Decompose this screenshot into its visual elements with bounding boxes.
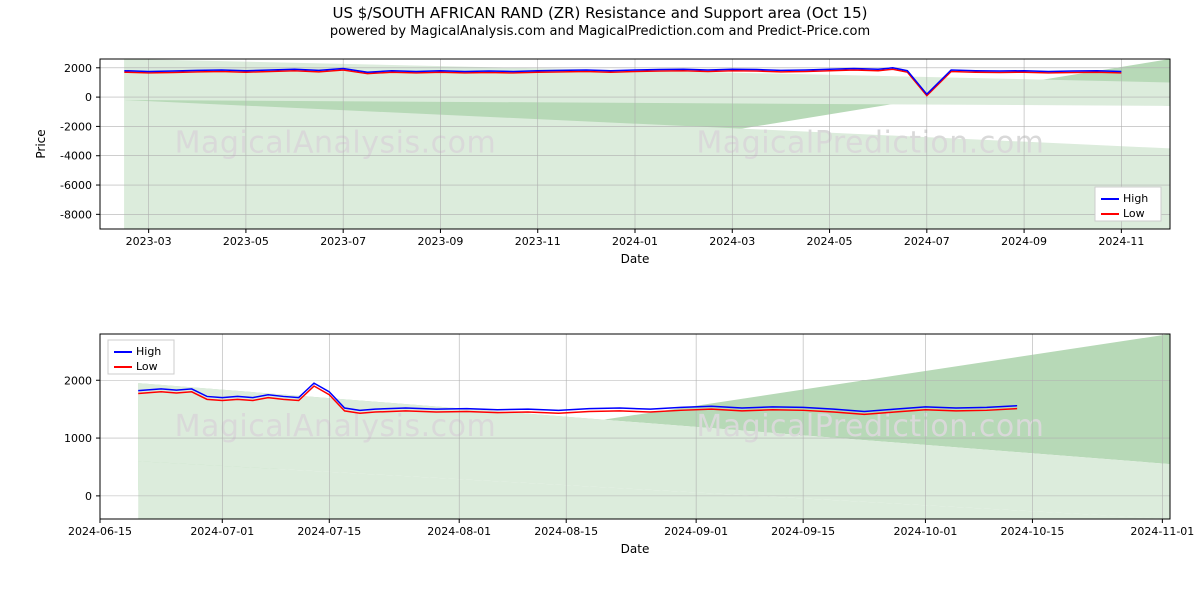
y-tick-label: -8000 [60,208,92,221]
y-tick-label: 2000 [64,374,92,387]
watermark-left: MagicalAnalysis.com [175,126,497,161]
legend: High Low [1095,187,1161,221]
x-tick-label: 2024-11 [1098,235,1144,248]
legend-item-label: Low [136,360,158,373]
legend-item-label: Low [1123,207,1145,220]
x-tick-label: 2024-05 [807,235,853,248]
watermark-left: MagicalAnalysis.com [175,409,497,444]
y-tick-label: -2000 [60,120,92,133]
x-tick-label: 2024-06-15 [68,525,132,538]
x-tick-label: 2024-10-15 [1000,525,1064,538]
x-tick-label: 2024-07-01 [190,525,254,538]
y-axis-label: Price [34,129,48,158]
y-tick-label: 1000 [64,432,92,445]
legend: High Low [108,340,174,374]
x-tick-label: 2024-08-01 [427,525,491,538]
legend-item-label: High [136,345,161,358]
y-tick-label: -4000 [60,150,92,163]
x-tick-label: 2024-09-01 [664,525,728,538]
x-tick-label: 2023-09 [417,235,463,248]
x-axis-label: Date [621,542,650,556]
watermark-right: MagicalPrediction.com [696,126,1044,161]
x-tick-label: 2024-07 [904,235,950,248]
x-tick-label: 2024-07-15 [297,525,361,538]
x-tick-label: 2024-08-15 [534,525,598,538]
y-tick-label: 0 [85,91,92,104]
x-tick-label: 2023-05 [223,235,269,248]
x-tick-label: 2023-11 [515,235,561,248]
chart-title: US $/SOUTH AFRICAN RAND (ZR) Resistance … [0,4,1200,22]
charts-svg: MagicalAnalysis.com MagicalPrediction.com… [0,39,1200,599]
x-axis-label: Date [621,252,650,266]
x-tick-label: 2024-10-01 [893,525,957,538]
x-tick-label: 2024-11-01 [1130,525,1194,538]
x-tick-label: 2024-09-15 [771,525,835,538]
x-tick-label: 2023-07 [320,235,366,248]
chart-subtitle: powered by MagicalAnalysis.com and Magic… [0,24,1200,39]
x-tick-label: 2023-03 [126,235,172,248]
y-tick-label: -6000 [60,179,92,192]
y-tick-label: 2000 [64,62,92,75]
y-tick-label: 0 [85,490,92,503]
legend-item-label: High [1123,192,1148,205]
x-tick-label: 2024-03 [709,235,755,248]
x-tick-label: 2024-01 [612,235,658,248]
x-tick-label: 2024-09 [1001,235,1047,248]
